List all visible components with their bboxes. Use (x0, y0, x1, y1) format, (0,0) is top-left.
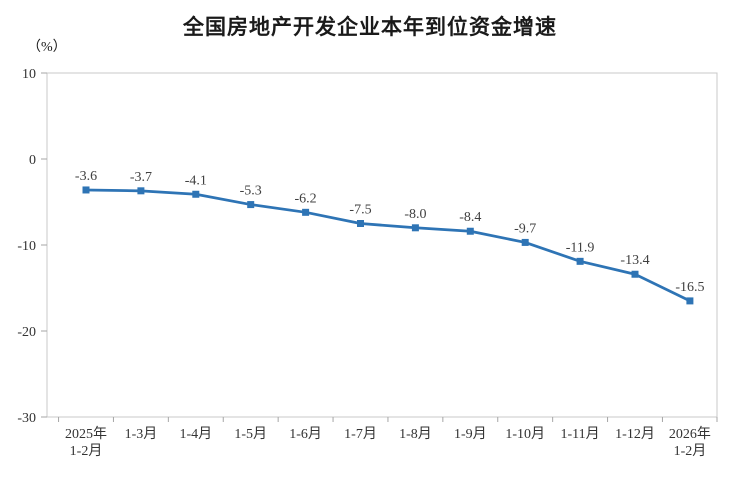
y-tick-label: -20 (17, 325, 36, 340)
x-tick-label: 1-12月 (615, 426, 655, 442)
data-point-marker (82, 186, 90, 194)
data-point-label: -4.1 (185, 173, 207, 188)
y-axis-unit-label: （%） (27, 40, 67, 55)
data-point-label: -8.0 (404, 207, 426, 222)
x-tick-label: 1-6月 (289, 426, 322, 442)
x-tick-label: 2026年 1-2月 (669, 426, 711, 459)
x-tick-label: 1-10月 (505, 426, 545, 442)
chart-title: 全国房地产开发企业本年到位资金增速 (183, 16, 557, 39)
data-line-series (84, 188, 692, 303)
data-point-label: -7.5 (349, 203, 371, 218)
data-point-marker (247, 201, 255, 209)
y-tick-label: -30 (17, 411, 36, 426)
data-point-label: -5.3 (240, 184, 262, 199)
plot-area-border (46, 72, 718, 418)
data-point-label: -9.7 (514, 221, 536, 236)
data-point-label: -3.7 (130, 170, 152, 185)
x-tick-label: 1-8月 (399, 426, 432, 442)
data-point-marker (137, 187, 145, 195)
x-tick-label: 1-4月 (179, 426, 212, 442)
x-tick-label: 1-7月 (344, 426, 377, 442)
x-tick-label: 2025年 1-2月 (65, 426, 107, 459)
data-point-label: -11.9 (566, 240, 595, 255)
data-point-marker (192, 190, 200, 198)
data-point-marker (631, 270, 639, 278)
data-point-label: -3.6 (75, 169, 97, 184)
y-tick-label: 10 (22, 67, 36, 82)
data-point-marker (302, 208, 310, 216)
data-point-marker (686, 297, 694, 305)
y-tick-label: 0 (29, 153, 36, 168)
data-point-label: -13.4 (620, 253, 649, 268)
x-tick-label: 1-5月 (234, 426, 267, 442)
data-point-label: -8.4 (459, 210, 481, 225)
data-point-label: -16.5 (675, 280, 704, 295)
data-point-marker (521, 238, 529, 246)
data-point-marker (466, 227, 474, 235)
x-tick-label: 1-3月 (125, 426, 158, 442)
y-tick-label: -10 (17, 239, 36, 254)
data-point-marker (576, 257, 584, 265)
x-tick-label: 1-9月 (454, 426, 487, 442)
data-point-label: -6.2 (295, 191, 317, 206)
data-point-marker (357, 220, 364, 227)
data-point-marker (411, 224, 419, 232)
x-tick-label: 1-11月 (561, 426, 600, 442)
